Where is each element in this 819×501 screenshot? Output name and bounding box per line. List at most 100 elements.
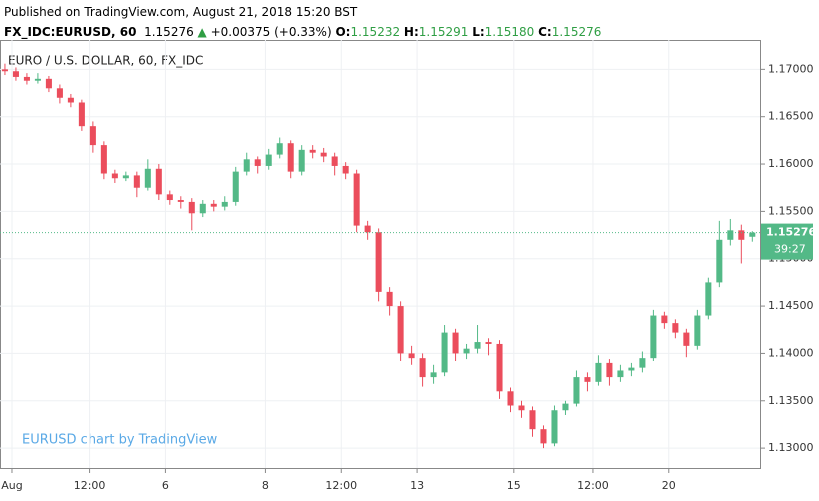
x-tick-label: 8 xyxy=(262,479,269,492)
published: Published on TradingView.com, August 21,… xyxy=(4,5,358,19)
candle-body xyxy=(518,405,525,411)
change: +0.00375 (+0.33%) xyxy=(210,25,332,39)
x-tick-label: 13 xyxy=(410,479,424,492)
candle-body xyxy=(1,69,8,72)
c-label: C: xyxy=(538,25,552,39)
y-tick-label: 1.16500 xyxy=(768,110,814,123)
candle-body xyxy=(210,203,217,207)
candle-body xyxy=(221,201,228,207)
candle-body xyxy=(12,71,19,77)
candle-body xyxy=(386,291,393,307)
candle-body xyxy=(683,332,690,346)
candle-body xyxy=(617,370,624,378)
candle-body xyxy=(78,102,85,127)
candle-body xyxy=(188,201,195,214)
last-price-box xyxy=(761,223,813,260)
candle-body xyxy=(122,175,129,179)
candle-body xyxy=(694,315,701,346)
x-tick-label: Aug xyxy=(1,479,22,492)
watermark: EURUSD chart by TradingView xyxy=(22,433,218,448)
candle-body xyxy=(419,358,426,378)
candle-body xyxy=(353,173,360,226)
candle-body xyxy=(166,194,173,201)
y-tick-label: 1.14000 xyxy=(768,346,814,359)
candle-body xyxy=(485,342,492,344)
o: 1.15232 xyxy=(350,25,401,39)
header: Published on TradingView.com, August 21,… xyxy=(4,2,601,42)
candle-body xyxy=(595,362,602,382)
candle-body xyxy=(67,97,74,103)
candle-body xyxy=(23,76,30,81)
candle-body xyxy=(397,306,404,354)
candle-body xyxy=(56,88,63,98)
c: 1.15276 xyxy=(551,25,602,39)
candle-body xyxy=(661,315,668,324)
candle-body xyxy=(155,168,162,195)
candle-body xyxy=(606,362,613,378)
candle-body xyxy=(496,343,503,392)
h: 1.15291 xyxy=(418,25,469,39)
candle-body xyxy=(111,173,118,179)
x-tick-label: 6 xyxy=(162,479,169,492)
x-tick-label: 12:00 xyxy=(325,479,357,492)
x-tick-label: 15 xyxy=(507,479,521,492)
candle-body xyxy=(309,149,316,153)
candle-body xyxy=(34,78,41,81)
symbol: FX_IDC:EURUSD, 60 xyxy=(4,25,137,39)
candle-body xyxy=(584,377,591,382)
plot-frame xyxy=(0,40,761,469)
countdown: 39:27 xyxy=(774,243,806,256)
candle-body xyxy=(364,225,371,233)
candle-body xyxy=(342,165,349,174)
candle-body xyxy=(177,200,184,202)
candle-body xyxy=(287,143,294,172)
candle-body xyxy=(716,239,723,283)
y-tick-label: 1.15500 xyxy=(768,204,814,217)
candle-body xyxy=(133,175,140,188)
candle-body xyxy=(254,159,261,166)
candle-body xyxy=(738,230,745,240)
candle-body xyxy=(573,377,580,404)
candle-body xyxy=(672,323,679,333)
candle-body xyxy=(507,391,514,406)
candle-body xyxy=(529,410,536,430)
chart: EURO / U.S. DOLLAR, 60, FX_IDC EURUSD ch… xyxy=(0,40,816,492)
l-label: L: xyxy=(472,25,485,39)
last-price-label: 1.15276 xyxy=(766,226,816,239)
candle-body xyxy=(45,78,52,89)
last: 1.15276 xyxy=(144,25,194,39)
candle-body xyxy=(320,152,327,157)
candle-body xyxy=(452,332,459,354)
candle-body xyxy=(749,232,756,237)
candle-body xyxy=(100,145,107,174)
o-label: O: xyxy=(335,25,351,39)
y-tick-label: 1.17000 xyxy=(768,62,814,75)
y-tick-label: 1.16000 xyxy=(768,157,814,170)
candle-body xyxy=(705,282,712,316)
candle-body xyxy=(331,156,338,166)
candle-body xyxy=(562,403,569,411)
x-tick-label: 20 xyxy=(662,479,676,492)
candle-body xyxy=(408,353,415,359)
candle-body xyxy=(540,429,547,444)
candle-body xyxy=(430,372,437,378)
candle-body xyxy=(551,410,558,444)
y-tick-label: 1.13000 xyxy=(768,441,814,454)
candle-body xyxy=(727,230,734,240)
candle-body xyxy=(441,332,448,373)
candle-body xyxy=(639,358,646,368)
candle-body xyxy=(298,149,305,172)
candle-body xyxy=(276,143,283,155)
y-tick-label: 1.14500 xyxy=(768,299,814,312)
candle-body xyxy=(89,126,96,146)
candle-body xyxy=(463,348,470,354)
x-tick-label: 12:00 xyxy=(577,479,609,492)
candle-body xyxy=(199,203,206,214)
candle-body xyxy=(628,367,635,371)
h-label: H: xyxy=(403,25,419,39)
l: 1.15180 xyxy=(484,25,535,39)
candle-body xyxy=(375,232,382,292)
y-tick-label: 1.13500 xyxy=(768,394,814,407)
candle-body xyxy=(650,315,657,359)
